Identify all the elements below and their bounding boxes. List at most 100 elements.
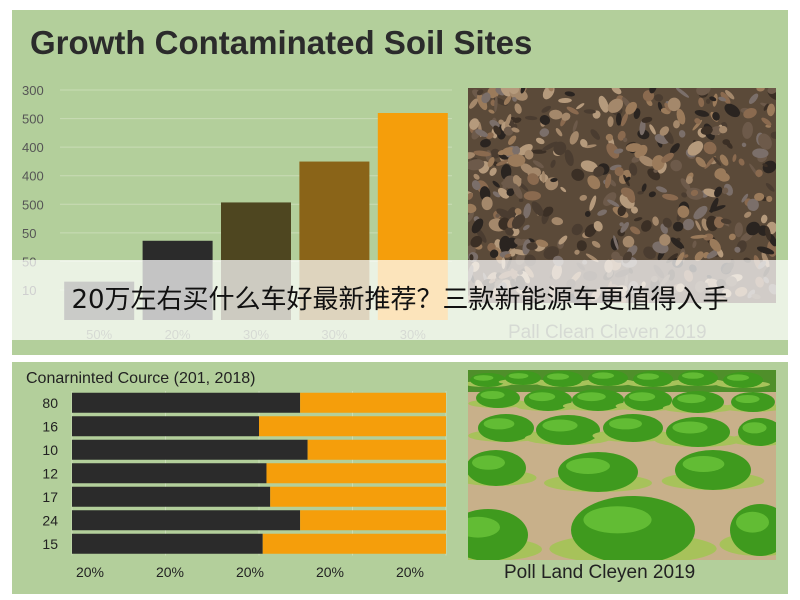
- soil-pebble: [767, 103, 775, 117]
- soil-pebble: [718, 96, 727, 102]
- bar-segment-dark: [72, 392, 301, 413]
- soil-pebble: [765, 225, 771, 241]
- soil-pebble: [690, 189, 699, 196]
- soil-pebble: [722, 139, 731, 145]
- mound-highlight: [682, 372, 704, 379]
- soil-pebble: [475, 129, 488, 137]
- soil-pebble: [694, 118, 701, 124]
- soil-pebble: [670, 143, 680, 154]
- bar-segment-orange: [300, 392, 446, 413]
- soil-pebble: [670, 159, 682, 172]
- soil-pebble: [558, 235, 568, 245]
- soil-pebble: [766, 195, 773, 202]
- y-category-label: 10: [42, 442, 58, 458]
- soil-pebble: [477, 93, 488, 111]
- soil-pebble: [574, 249, 580, 255]
- soil-pebble: [613, 148, 624, 154]
- soil-pebble: [509, 88, 520, 95]
- headline-banner-text: 20万左右买什么车好最新推荐？三款新能源车更值得入手: [71, 285, 729, 315]
- soil-pebble: [523, 203, 532, 219]
- soil-pebble: [744, 211, 752, 218]
- soil-pebble: [742, 121, 753, 139]
- soil-pebble: [724, 103, 740, 118]
- mound-highlight: [628, 392, 656, 402]
- soil-pebble: [713, 156, 722, 166]
- soil-pebble: [664, 102, 672, 112]
- soil-pebble: [709, 126, 723, 136]
- y-category-label: 15: [42, 536, 58, 552]
- mound-highlight: [547, 373, 569, 380]
- soil-pebble: [591, 240, 601, 248]
- bar-segment-orange: [307, 439, 446, 460]
- soil-pebble: [685, 176, 693, 184]
- soil-pebble: [555, 128, 563, 137]
- soil-pebble: [511, 214, 526, 229]
- soil-pebble: [542, 206, 554, 217]
- x-tick-label: 20%: [316, 564, 344, 580]
- mound-highlight: [735, 395, 760, 403]
- soil-pebble: [734, 222, 744, 238]
- mound-highlight: [742, 422, 767, 434]
- soil-pebble: [752, 148, 769, 159]
- soil-pebble: [487, 242, 496, 252]
- soil-pebble: [511, 127, 520, 133]
- y-tick-label: 50: [22, 226, 36, 241]
- soil-pebble: [492, 180, 500, 188]
- green-mounds-photo: [468, 370, 776, 560]
- soil-pebble: [673, 120, 680, 129]
- soil-pebble: [514, 238, 525, 246]
- soil-pebble: [652, 155, 665, 171]
- mound-highlight: [637, 373, 659, 380]
- soil-pebble: [560, 186, 567, 193]
- soil-pebble: [506, 188, 515, 197]
- soil-pebble: [614, 166, 624, 177]
- soil-pebble: [762, 160, 776, 174]
- soil-pebble: [558, 98, 572, 104]
- soil-pebble: [512, 183, 523, 199]
- soil-pebble: [524, 149, 534, 160]
- soil-pebble: [698, 97, 705, 108]
- soil-pebble: [734, 246, 741, 253]
- soil-pebble: [489, 167, 497, 176]
- soil-pebble: [611, 251, 621, 261]
- soil-pebble: [541, 141, 558, 151]
- y-category-label: 24: [42, 512, 58, 528]
- x-tick-label: 20%: [236, 564, 264, 580]
- soil-pebble: [613, 235, 619, 250]
- soil-pebble: [488, 109, 495, 114]
- soil-pebble: [741, 142, 747, 148]
- soil-pebble: [762, 163, 768, 168]
- soil-pebble: [550, 177, 558, 183]
- mound-highlight: [736, 511, 769, 533]
- soil-pebble: [469, 254, 474, 261]
- x-tick-label: 20%: [76, 564, 104, 580]
- mound-highlight: [577, 392, 606, 402]
- mound-highlight: [480, 391, 505, 399]
- soil-pebble: [495, 159, 510, 166]
- headline-banner: 20万左右买什么车好最新推荐？三款新能源车更值得入手: [0, 260, 800, 340]
- soil-pebble: [639, 119, 646, 136]
- soil-pebble: [741, 193, 749, 203]
- soil-pebble: [706, 249, 720, 259]
- soil-pebble: [705, 98, 711, 104]
- bottom-panel: Conarninted Cource (201, 2018) 20% 20% 20%…: [12, 362, 788, 594]
- soil-pebble: [579, 194, 588, 201]
- soil-pebble: [471, 218, 484, 234]
- soil-pebble: [511, 249, 528, 256]
- mound-highlight: [473, 375, 494, 381]
- soil-pebble: [692, 240, 697, 249]
- bar-segment-dark: [72, 486, 271, 507]
- bottom-chart-title: Conarninted Cource (201, 2018): [26, 370, 256, 387]
- soil-pebble: [520, 88, 526, 94]
- soil-pebble: [648, 191, 656, 198]
- soil-pebble: [678, 130, 686, 138]
- soil-pebble: [471, 180, 481, 191]
- soil-pebble: [641, 116, 653, 123]
- bar-segment-orange: [259, 416, 446, 437]
- top-chart-title: Growth Contaminated Soil Sites: [30, 24, 533, 61]
- soil-pebble: [649, 124, 656, 135]
- y-tick-label: 500: [22, 112, 44, 127]
- soil-pebble: [670, 237, 685, 250]
- y-category-label: 17: [42, 489, 58, 505]
- soil-pebble: [605, 133, 613, 142]
